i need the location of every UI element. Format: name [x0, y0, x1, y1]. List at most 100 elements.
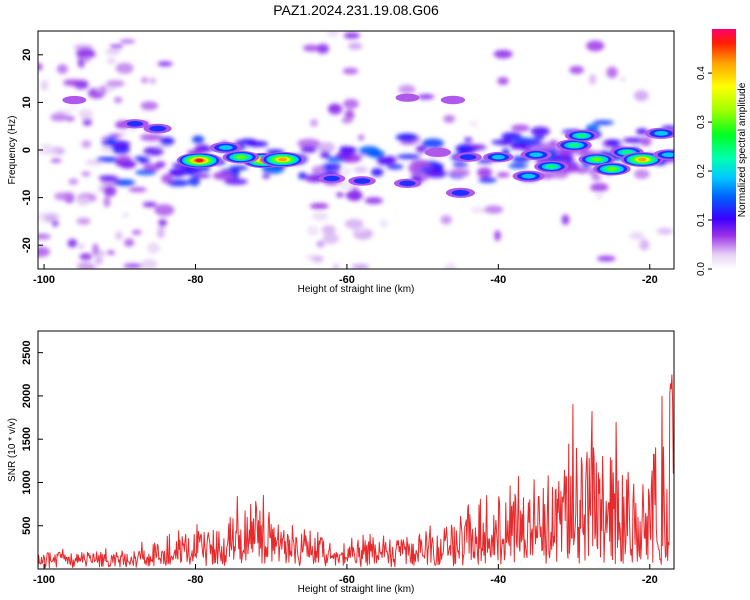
spectrogram-speckle — [477, 167, 493, 178]
spectrogram-band — [246, 140, 269, 147]
snr-y-tick-label: 1000 — [21, 470, 33, 494]
spectrogram-feature — [209, 142, 242, 154]
spectrogram-feature — [512, 170, 545, 182]
spectrogram-band — [101, 140, 115, 146]
spectrogram-x-tick-label: -80 — [188, 274, 204, 286]
spectrogram-band — [634, 169, 650, 179]
spectrogram-band — [311, 165, 327, 175]
spectrogram-feature — [578, 153, 615, 166]
spectrogram-speckle — [44, 214, 57, 223]
spectrogram-speckle — [358, 134, 365, 141]
spectrogram-speckle — [38, 63, 43, 71]
spectrogram-speckle — [123, 263, 143, 269]
snr-y-tick-label: 2000 — [21, 384, 33, 408]
spectrogram-feature — [318, 173, 346, 184]
spectrogram-speckle — [54, 192, 74, 201]
spectrogram-band — [400, 140, 416, 145]
spectrogram-speckle — [78, 243, 85, 250]
spectrogram-band — [109, 133, 122, 139]
spectrogram-x-label: Height of straight line (km) — [298, 284, 415, 295]
spectrogram-y-tick-label: 0 — [21, 147, 33, 153]
spectrogram-y-tick-label: 10 — [21, 96, 33, 108]
spectrogram-band — [188, 176, 200, 187]
spectrogram-feature — [653, 149, 674, 161]
spectrogram-speckle — [41, 143, 52, 149]
spectrogram-speckle — [380, 219, 388, 228]
spectrogram-band — [134, 156, 147, 161]
spectrogram-image — [38, 31, 674, 269]
spectrogram-speckle — [67, 238, 78, 248]
spectrogram-speckle — [639, 239, 650, 251]
spectrogram-speckle — [115, 230, 123, 241]
spectrogram-speckle — [497, 76, 509, 86]
spectrogram-speckle — [73, 44, 94, 50]
spectrogram-feature — [348, 176, 376, 186]
spectrogram-speckle — [316, 142, 336, 153]
spectrogram-speckle — [157, 226, 165, 239]
spectrogram-feature — [593, 162, 631, 176]
spectrogram-feature — [121, 119, 149, 129]
spectrogram-speckle — [128, 187, 147, 193]
spectrogram-band — [115, 160, 137, 167]
spectrogram-speckle — [147, 242, 160, 254]
spectrogram-speckle — [103, 185, 117, 197]
spectrogram-band — [511, 124, 530, 132]
spectrogram-y-axis: -20 -10 0 10 20 — [21, 49, 43, 253]
spectrogram-feature — [62, 95, 87, 105]
spectrogram-speckle — [336, 192, 344, 198]
spectrogram-speckle — [364, 197, 383, 205]
spectrogram-speckle — [105, 49, 121, 55]
colorbar-ticks: 0.0 0.1 0.2 0.3 0.4 — [696, 66, 712, 276]
spectrogram-speckle — [75, 48, 95, 58]
spectrogram-band — [262, 173, 271, 179]
spectrogram-speckle — [38, 246, 50, 258]
spectrogram-speckle — [121, 213, 130, 218]
spectrogram-speckle — [496, 172, 510, 178]
colorbar-tick-label: 0.3 — [696, 115, 707, 129]
spectrogram-speckle — [81, 171, 91, 177]
spectrogram-x-tick-label: -100 — [33, 274, 55, 286]
spectrogram-speckle — [328, 105, 340, 110]
spectrogram-speckle — [76, 217, 91, 225]
snr-panel: -100 -80 -60 -40 -20 500 1000 1500 2000 2500 Hei… — [7, 330, 675, 595]
spectrogram-band — [532, 135, 545, 141]
spectrogram-speckle — [310, 118, 318, 127]
spectrogram-speckle — [327, 31, 339, 38]
spectrogram-speckle — [78, 109, 94, 120]
spectrogram-speckle — [106, 57, 117, 65]
spectrogram-band — [450, 168, 471, 177]
spectrogram-band — [319, 151, 331, 159]
spectrogram-feature — [222, 150, 260, 164]
spectrogram-band — [396, 154, 421, 160]
spectrogram-y-tick-label: -20 — [21, 237, 33, 253]
snr-frame — [37, 330, 675, 570]
spectrogram-band — [383, 155, 397, 165]
spectrogram-speckle — [596, 255, 616, 262]
spectrogram-band — [635, 128, 648, 135]
spectrogram-y-tick-label: -10 — [21, 190, 33, 206]
spectrogram-band — [161, 173, 173, 184]
colorbar-tick-label: 0.2 — [696, 164, 707, 178]
spectrogram-band — [591, 174, 602, 181]
spectrogram-speckle — [606, 66, 618, 79]
spectrogram-speckle — [469, 121, 479, 126]
spectrogram-feature — [534, 160, 569, 173]
spectrogram-band — [335, 151, 352, 160]
spectrogram-band — [297, 138, 321, 149]
spectrogram-speckle — [417, 93, 435, 100]
spectrogram-band — [323, 166, 335, 172]
spectrogram-speckle — [619, 76, 627, 82]
spectrogram-band — [478, 177, 497, 183]
spectrogram-band — [500, 140, 511, 146]
spectrogram-speckle — [569, 65, 584, 75]
spectrogram-speckle — [484, 205, 504, 214]
colorbar-tick-label: 0.1 — [696, 213, 707, 227]
colorbar: 0.0 0.1 0.2 0.3 0.4 Normalized spectral ampl… — [696, 29, 748, 276]
snr-y-tick-label: 500 — [21, 517, 33, 535]
spectrogram-band — [143, 146, 164, 156]
spectrogram-speckle — [50, 113, 69, 122]
spectrogram-speckle — [302, 44, 320, 52]
spectrogram-band — [622, 137, 639, 143]
spectrogram-band — [452, 162, 469, 168]
